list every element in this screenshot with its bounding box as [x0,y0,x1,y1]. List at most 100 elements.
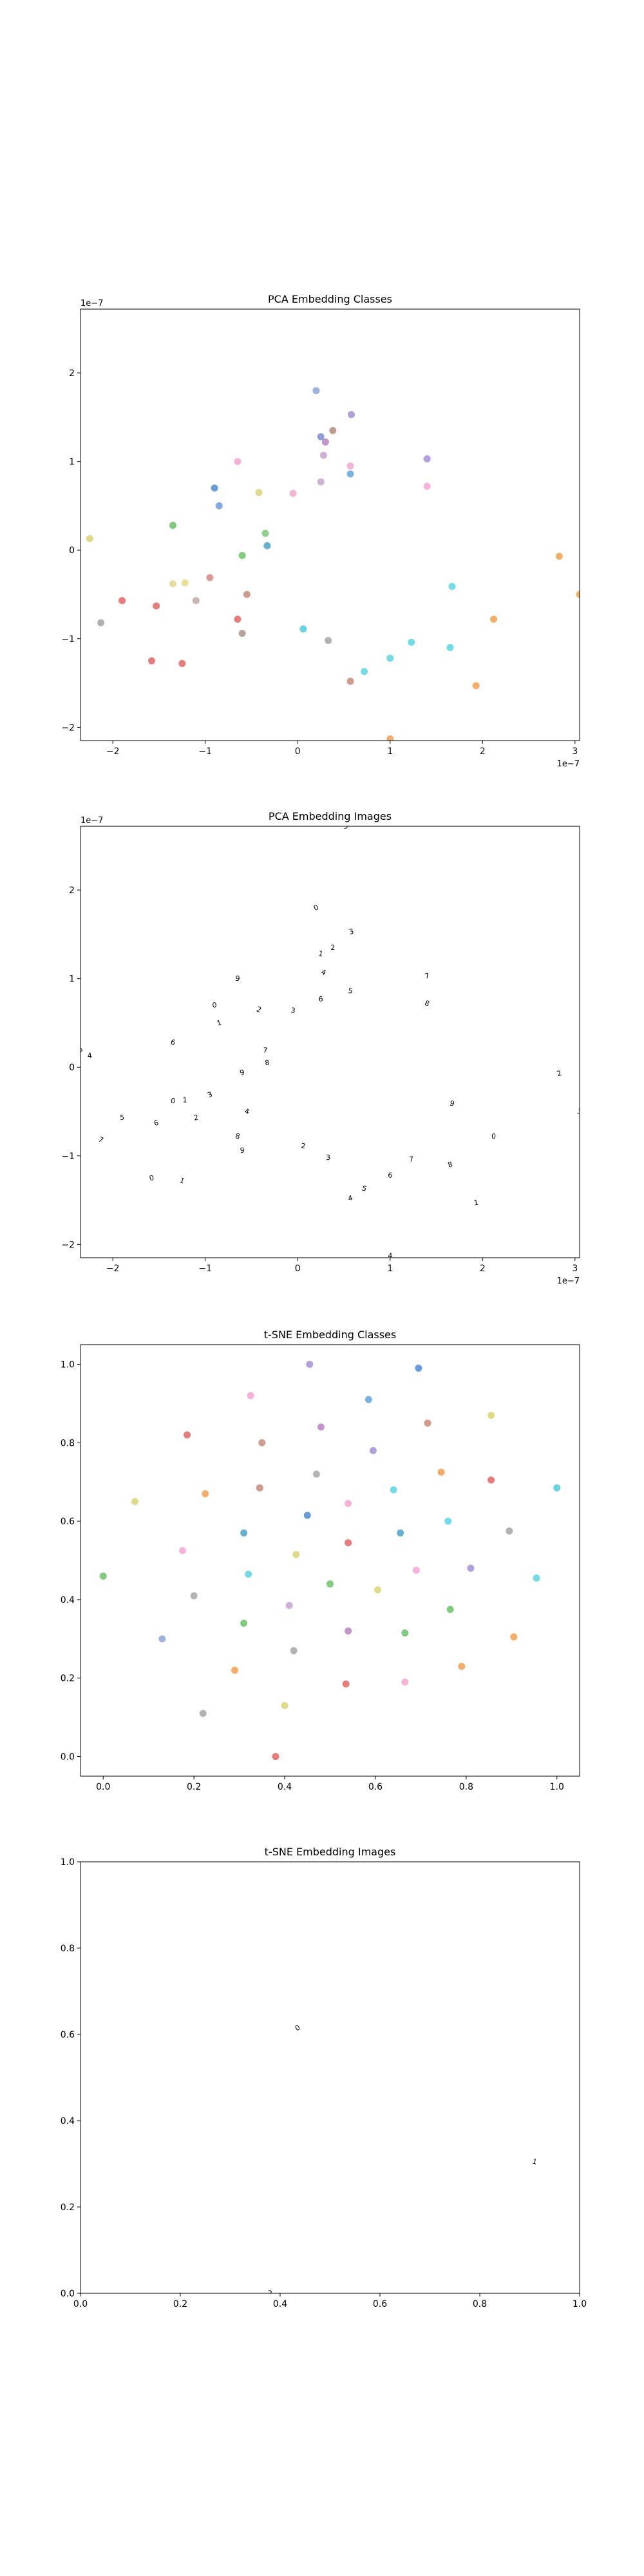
digit-image-point: 6 [153,1119,160,1128]
scatter-point [415,1365,422,1372]
x-tick-label: 0 [295,746,301,757]
y-tick-label: −1 [61,634,75,645]
digit-image-point: 2 [556,1069,563,1079]
digit-image-point: 5 [361,1184,368,1193]
scatter-point [345,1500,352,1508]
scatter-point [325,637,332,645]
y-offset-label: 1e−7 [80,816,103,826]
scatter-point [247,1392,254,1399]
digit-image-point: 0 [491,1132,496,1141]
digit-image-point: 7 [263,1046,268,1054]
digit-image-point: 9 [235,974,241,983]
scatter-point [319,451,327,459]
scatter-point [361,668,368,676]
scatter-point [553,1484,561,1492]
scatter-point [169,580,177,587]
x-tick-label: −1 [198,746,212,757]
scatter-point [272,1753,279,1761]
scatter-point [256,1484,263,1492]
x-tick-label: 1 [387,746,393,757]
x-tick-label: 0.4 [278,1782,292,1792]
scatter-point [408,638,415,646]
scatter-point [555,553,563,560]
scatter-point [327,1580,334,1588]
x-tick-label: 0.6 [373,2299,387,2309]
digit-image-point: 6 [169,1037,176,1046]
scatter-point [446,1605,454,1613]
scatter-point [488,1476,495,1484]
y-offset-label: 1e−7 [80,299,103,308]
y-tick-label: 0.0 [61,2289,75,2299]
digit-image-point: 8 [424,999,431,1009]
scatter-point [369,1446,377,1454]
scatter-point [348,411,355,419]
scatter-point [245,1570,252,1578]
digit-image-point: 2 [330,943,335,952]
x-tick-label: −1 [198,1264,212,1274]
scatter-point [412,1566,420,1574]
scatter-point [292,1551,300,1558]
digit-image-point: 7 [424,971,430,980]
chart-title: PCA Embedding Classes [268,293,392,305]
scatter-point [290,1647,298,1654]
chart-panel-1: PCA Embedding Classes −2 −1 0 1 2 3 −2 −1 0 1 2 1e−7… [61,293,580,769]
scatter-point [490,616,498,623]
x-tick-label: 2 [480,1264,486,1274]
scatter-point [345,1627,352,1635]
x-tick-label: 3 [572,746,578,757]
digit-image-point: 1 [178,1176,185,1186]
x-tick-label: 0.6 [368,1782,383,1792]
scatter-point [289,489,297,497]
y-tick-label: 0.2 [61,1674,75,1684]
scatter-point [329,426,337,434]
x-tick-label: 0.8 [473,2299,487,2309]
y-tick-label: 0.0 [61,1752,75,1763]
scatter-point [424,1419,431,1427]
chart-panel-4: 0 1 2 t-SNE Embedding Images 0.0 0.2 0.4 0.6 0.8… [61,1846,587,2309]
scatter-point [178,659,186,667]
scatter-point [317,433,325,440]
digit-image-point: 5 [347,987,353,996]
chart-title: t-SNE Embedding Images [265,1846,396,1858]
scatter-point [99,1572,107,1580]
scatter-point [423,482,431,490]
digit-image-point: 7 [97,1135,105,1145]
scatter-point [448,583,456,591]
scatter-point [488,1412,495,1419]
y-tick-label: 1.0 [61,1857,75,1868]
scatter-point [255,489,263,497]
y-tick-label: 2 [69,886,75,896]
scatter-point [179,1547,187,1555]
scatter-point [303,1511,311,1519]
x-tick-label: 0.0 [96,1782,110,1792]
digit-image-point: 0 [312,903,320,913]
digit-image-point: 3 [290,1006,296,1015]
scatter-point [190,1592,198,1600]
scatter-point [202,1490,209,1497]
y-tick-label: −2 [61,1240,75,1250]
scatter-point [374,1586,381,1594]
scatter-point [181,579,189,587]
scatter-point [97,619,105,627]
scatter-point [118,597,126,605]
x-tick-label: 1.0 [550,1782,564,1792]
scatter-point [345,1539,352,1547]
scatter-point [306,1360,314,1368]
scatter-point [234,616,242,623]
digit-image-point: 4 [243,1107,250,1116]
scatter-point [506,1527,513,1535]
y-tick-label: 2 [69,368,75,379]
digit-image-point: 9 [238,1068,245,1077]
scatter-point [243,591,251,598]
digit-image-point: 9 [449,1099,456,1108]
scatter-point [386,735,394,741]
scatter-point [169,522,177,529]
scatter-point [401,1678,409,1686]
x-tick-label: 0.8 [459,1782,473,1792]
scatter-point [321,438,329,446]
x-tick-label: −2 [106,746,120,757]
scatter-point [346,677,354,685]
scatter-point [533,1574,540,1582]
scatter-point [240,1619,248,1627]
scatter-point [158,1635,166,1643]
